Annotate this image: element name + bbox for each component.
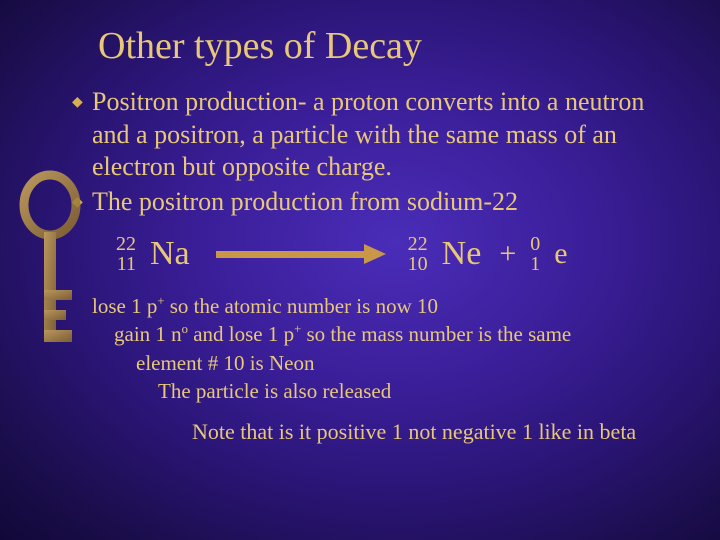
bullet-text: Positron production- a proton converts i… bbox=[92, 86, 680, 184]
nuclear-equation: 22 11 Na 22 10 Ne + 0 1 e bbox=[72, 220, 680, 292]
atomic-number: 1 bbox=[530, 254, 540, 274]
plus-sign: + bbox=[499, 237, 516, 271]
element-symbol: Ne bbox=[442, 235, 482, 273]
isotope-left: 22 11 bbox=[116, 234, 136, 274]
bullet-icon: ◆ bbox=[72, 86, 92, 111]
atomic-number: 10 bbox=[408, 254, 428, 274]
slide-content: ◆ Positron production- a proton converts… bbox=[0, 86, 720, 445]
mass-number: 22 bbox=[116, 234, 136, 254]
mass-number: 0 bbox=[530, 234, 540, 254]
note-line: element # 10 is Neon bbox=[92, 349, 680, 377]
positron-notation: 0 1 bbox=[530, 234, 540, 274]
note-line: The particle is also released bbox=[92, 377, 680, 405]
arrow-icon bbox=[216, 244, 386, 264]
note-line: gain 1 no and lose 1 p+ so the mass numb… bbox=[92, 320, 680, 348]
slide-title: Other types of Decay bbox=[0, 0, 720, 86]
footer-note: Note that is it positive 1 not negative … bbox=[72, 405, 680, 445]
atomic-number: 11 bbox=[117, 254, 136, 274]
mass-number: 22 bbox=[408, 234, 428, 254]
isotope-right: 22 10 bbox=[408, 234, 428, 274]
key-icon bbox=[10, 170, 90, 370]
element-symbol: Na bbox=[150, 235, 190, 273]
bullet-item: ◆ The positron production from sodium-22 bbox=[72, 186, 680, 219]
bullet-text: The positron production from sodium-22 bbox=[92, 186, 518, 219]
note-line: lose 1 p+ so the atomic number is now 10 bbox=[92, 292, 680, 320]
positron-symbol: e bbox=[554, 237, 567, 271]
bullet-item: ◆ Positron production- a proton converts… bbox=[72, 86, 680, 184]
explanation-notes: lose 1 p+ so the atomic number is now 10… bbox=[72, 292, 680, 405]
